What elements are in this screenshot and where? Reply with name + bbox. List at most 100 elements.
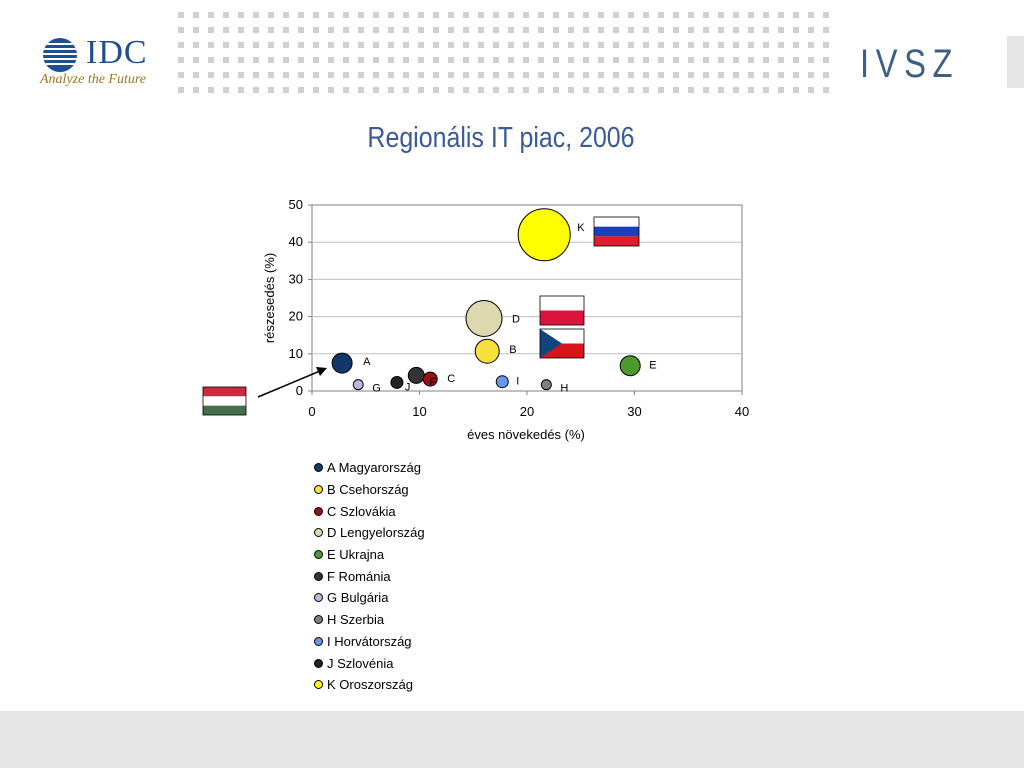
header-dot	[733, 87, 739, 93]
header-dot	[688, 42, 694, 48]
header-dot	[193, 12, 199, 18]
header-dot	[193, 72, 199, 78]
header-dot	[268, 87, 274, 93]
x-tick-label: 30	[627, 404, 641, 419]
header-dot	[673, 42, 679, 48]
header-dot	[808, 27, 814, 33]
header-dot	[253, 27, 259, 33]
header-dot	[598, 57, 604, 63]
legend-label: C Szlovákia	[327, 503, 396, 519]
header-dot	[223, 72, 229, 78]
header-dot	[823, 12, 829, 18]
header-dot	[553, 12, 559, 18]
legend-item: F Románia	[314, 565, 425, 587]
bubble-h	[540, 379, 552, 391]
header-dot	[718, 27, 724, 33]
header-dot	[643, 87, 649, 93]
header-dot	[628, 72, 634, 78]
header-dot	[283, 27, 289, 33]
header-dot	[568, 12, 574, 18]
flag-russia	[593, 216, 640, 247]
header-dot	[358, 57, 364, 63]
legend-marker	[314, 593, 323, 603]
header-dot	[523, 27, 529, 33]
header-dot	[673, 72, 679, 78]
header-dot	[703, 27, 709, 33]
header-dot	[253, 42, 259, 48]
header-dot	[328, 72, 334, 78]
header-dot	[388, 87, 394, 93]
bubble-f	[407, 366, 425, 384]
header-dot	[778, 42, 784, 48]
x-tick-label: 10	[412, 404, 426, 419]
bubble-e	[619, 355, 641, 377]
header-dot	[718, 42, 724, 48]
header-dot	[178, 87, 184, 93]
x-tick-label: 20	[520, 404, 534, 419]
header-dot	[763, 42, 769, 48]
header-dot	[628, 57, 634, 63]
header-dot	[553, 27, 559, 33]
legend-label: J Szlovénia	[327, 655, 394, 671]
legend-label: G Bulgária	[327, 590, 389, 606]
header-dot	[208, 42, 214, 48]
flag-border	[539, 328, 585, 359]
header-dot	[613, 42, 619, 48]
header-dot	[628, 42, 634, 48]
legend-item: C Szlovákia	[314, 500, 425, 522]
header-dot	[508, 72, 514, 78]
header-dot	[283, 87, 289, 93]
header-dot	[568, 57, 574, 63]
header-dot	[433, 12, 439, 18]
point-label: B	[509, 344, 516, 356]
header-dot	[793, 42, 799, 48]
header-dot	[448, 72, 454, 78]
arrow-line	[257, 370, 321, 398]
header-dot	[508, 87, 514, 93]
header-dot	[583, 72, 589, 78]
header-dot	[553, 72, 559, 78]
header-dot	[688, 27, 694, 33]
legend-item: E Ukrajna	[314, 544, 425, 566]
header-dot	[343, 42, 349, 48]
header-dot	[748, 12, 754, 18]
header-dot	[313, 42, 319, 48]
point-label: D	[512, 313, 520, 325]
legend-item: H Szerbia	[314, 609, 425, 631]
header-dot	[703, 72, 709, 78]
legend-item: I Horvátország	[314, 631, 425, 653]
header-dot	[193, 42, 199, 48]
header-dot	[508, 57, 514, 63]
flag-border	[202, 386, 247, 416]
header-dot	[778, 72, 784, 78]
header-dot	[343, 57, 349, 63]
point-label: A	[363, 356, 371, 368]
header-dot	[403, 27, 409, 33]
header-dot	[283, 72, 289, 78]
idc-tagline: Analyze the Future	[40, 72, 147, 87]
header-dot	[268, 12, 274, 18]
header-dot	[598, 72, 604, 78]
header-dot	[553, 57, 559, 63]
header-dot	[478, 72, 484, 78]
header-dot	[763, 87, 769, 93]
header-dot	[463, 42, 469, 48]
bubble-chart: 0 10 20 30 40 50 0 10 20 30 40 éves növekedés (%) ré…	[202, 197, 749, 442]
header-dot	[298, 57, 304, 63]
point-label: I	[516, 376, 519, 388]
header-dot	[298, 87, 304, 93]
header-dot	[643, 42, 649, 48]
arrow-head	[316, 367, 327, 376]
legend-label: B Csehország	[327, 482, 409, 498]
bubble-k	[517, 208, 571, 262]
legend-marker	[314, 528, 323, 538]
header-dot	[688, 87, 694, 93]
header-dot	[238, 87, 244, 93]
header-dot	[478, 42, 484, 48]
legend-item: G Bulgária	[314, 587, 425, 609]
chart-legend: A Magyarország B Csehország C Szlovákia D L…	[314, 457, 425, 696]
header-dot	[823, 27, 829, 33]
legend-marker	[314, 636, 323, 646]
header-dot	[223, 42, 229, 48]
bubble-g	[352, 379, 364, 391]
